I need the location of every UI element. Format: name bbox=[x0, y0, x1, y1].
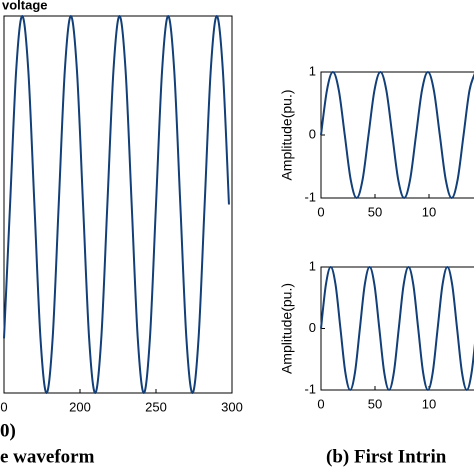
x-tick-label: 200 bbox=[69, 399, 91, 414]
x-tick-label: 300 bbox=[221, 399, 243, 414]
x-tick-label: 0 bbox=[0, 399, 7, 414]
caption: (b) First Intrin bbox=[326, 446, 447, 467]
y-tick-label: 1 bbox=[309, 258, 316, 273]
x-tick-label: 50 bbox=[368, 396, 382, 411]
y-tick-label: 0 bbox=[309, 126, 316, 141]
x-axis-label: 0) bbox=[0, 420, 16, 441]
x-tick-label: 10 bbox=[422, 204, 436, 219]
y-tick-label: 1 bbox=[309, 63, 316, 78]
x-tick-label: 10 bbox=[422, 396, 436, 411]
x-tick-label: 50 bbox=[368, 204, 382, 219]
plot-frame bbox=[320, 266, 474, 391]
x-tick-label: 0 bbox=[317, 204, 324, 219]
x-tick-label: 0 bbox=[317, 396, 324, 411]
y-axis-label: Amplitude(pu.) bbox=[279, 89, 295, 180]
y-tick-label: 0 bbox=[309, 320, 316, 335]
caption: e waveform bbox=[0, 446, 95, 467]
chart-title: voltage bbox=[2, 0, 48, 12]
y-tick-label: -1 bbox=[304, 381, 316, 396]
line bbox=[3, 14, 230, 395]
line bbox=[320, 70, 474, 200]
y-axis-label: Amplitude(pu.) bbox=[279, 283, 295, 374]
x-tick-label: 250 bbox=[145, 399, 167, 414]
y-tick-label: -1 bbox=[304, 189, 316, 204]
plot-frame bbox=[3, 15, 233, 394]
line bbox=[320, 265, 474, 392]
